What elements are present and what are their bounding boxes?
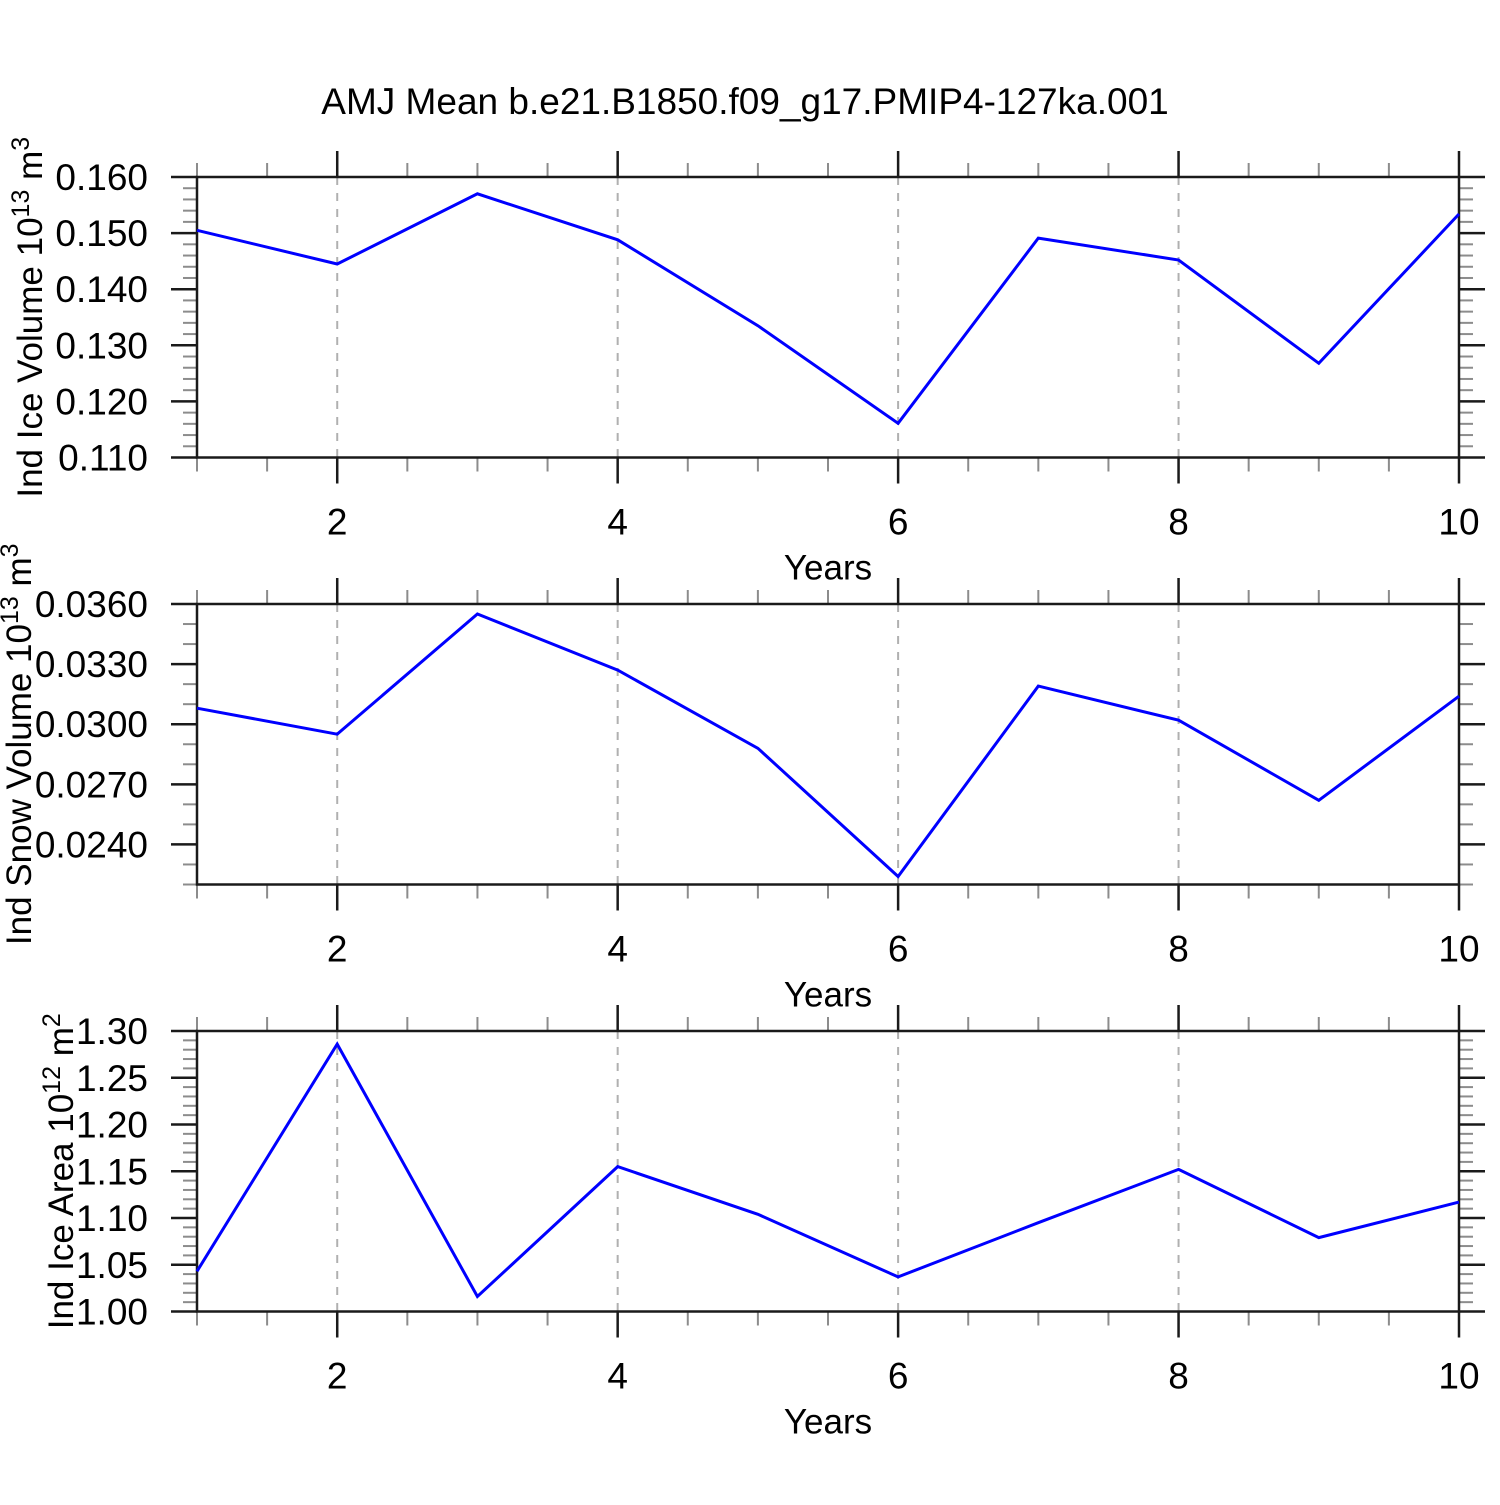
series-line bbox=[195, 1041, 1460, 1299]
y-tick-label: 1.05 bbox=[76, 1245, 148, 1286]
x-axis-title: Years bbox=[784, 976, 872, 1015]
plot-frame bbox=[195, 602, 1461, 886]
y-tick-label: 0.140 bbox=[55, 269, 148, 310]
y-tick-label: 0.0330 bbox=[35, 644, 148, 685]
x-tick-label: 4 bbox=[607, 929, 628, 970]
x-tick-label: 10 bbox=[1438, 929, 1479, 970]
y-tick-label: 0.110 bbox=[58, 438, 148, 479]
x-tick-label: 8 bbox=[1168, 1356, 1189, 1397]
series-line bbox=[196, 192, 1461, 426]
y-tick-label: 0.0270 bbox=[35, 764, 148, 805]
x-tick-label: 2 bbox=[327, 502, 348, 543]
figure-title: AMJ Mean b.e21.B1850.f09_g17.PMIP4-127ka… bbox=[321, 81, 1168, 122]
x-axis-title: Years bbox=[784, 1403, 872, 1442]
x-tick-label: 4 bbox=[607, 1356, 628, 1397]
plot-frame bbox=[195, 175, 1461, 459]
y-tick-label: 1.15 bbox=[76, 1151, 148, 1192]
y-tick-label: 0.130 bbox=[55, 325, 148, 366]
x-tick-label: 2 bbox=[327, 929, 348, 970]
series-line bbox=[196, 612, 1460, 879]
y-tick-label: 0.0240 bbox=[35, 824, 148, 865]
x-tick-label: 6 bbox=[888, 1356, 909, 1397]
y-tick-label: 0.0300 bbox=[35, 704, 148, 745]
x-tick-label: 8 bbox=[1168, 502, 1189, 543]
x-tick-label: 8 bbox=[1168, 929, 1189, 970]
chart-ind-ice-volume: 0.110 0.120 0.130 0.140 0.150 0.160 2 4 6 8 10 Year… bbox=[7, 137, 1485, 588]
y-tick-label: 1.30 bbox=[76, 1011, 148, 1052]
x-tick-label: 10 bbox=[1438, 1356, 1479, 1397]
chart-ind-ice-area: 1.00 1.05 1.10 1.15 1.20 1.25 1.30 2 4 6 8 10 Years I… bbox=[38, 1005, 1485, 1442]
y-tick-label: 0.0360 bbox=[35, 584, 148, 625]
y-axis-title: Ind Ice Area 1012 m2 bbox=[38, 1013, 81, 1329]
y-tick-label: 0.160 bbox=[55, 157, 148, 198]
x-tick-label: 6 bbox=[888, 502, 909, 543]
y-axis-title: Ind Ice Volume 1013 m3 bbox=[7, 137, 50, 498]
y-tick-label: 0.120 bbox=[55, 381, 148, 422]
x-tick-label: 2 bbox=[327, 1356, 348, 1397]
x-tick-label: 4 bbox=[607, 502, 628, 543]
x-axis-title: Years bbox=[784, 549, 872, 588]
y-axis-title: Ind Snow Volume 1013 m3 bbox=[0, 543, 39, 945]
chart-ind-snow-volume: 0.0240 0.0270 0.0300 0.0330 0.0360 2 4 6 8 10 Year… bbox=[0, 543, 1485, 1015]
y-tick-label: 0.150 bbox=[55, 213, 148, 254]
x-tick-label: 6 bbox=[888, 929, 909, 970]
y-tick-label: 1.00 bbox=[76, 1292, 148, 1333]
plot-frame bbox=[195, 1029, 1461, 1313]
x-tick-label: 10 bbox=[1438, 502, 1479, 543]
y-tick-label: 1.10 bbox=[76, 1198, 148, 1239]
y-tick-label: 1.20 bbox=[76, 1105, 148, 1146]
y-tick-label: 1.25 bbox=[76, 1058, 148, 1099]
